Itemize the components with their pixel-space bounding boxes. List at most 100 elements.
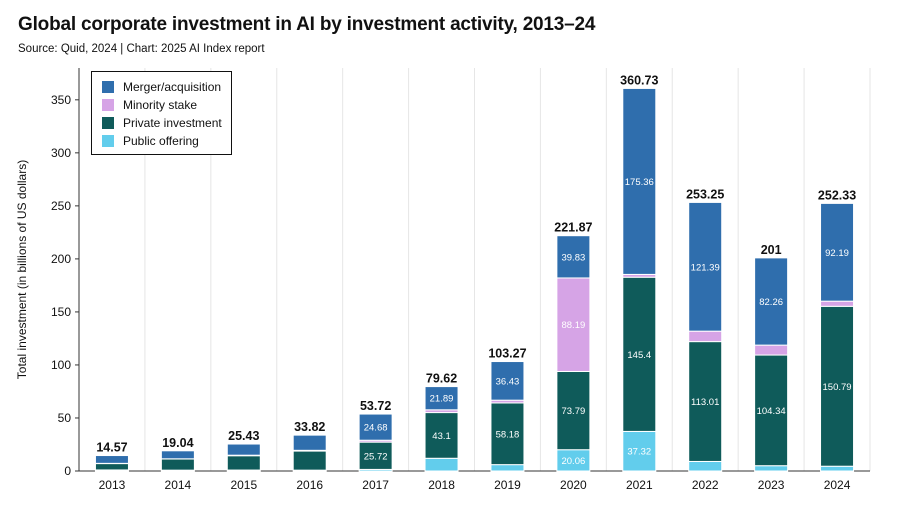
- bar-total-label-2020: 221.87: [554, 221, 592, 235]
- x-tick-label-2014: 2014: [165, 478, 192, 492]
- bar-segment-merger-acquisition-2019: [490, 361, 525, 401]
- segment-label-merger-acquisition-2018: 21.89: [430, 394, 454, 405]
- chart-title: Global corporate investment in AI by inv…: [18, 14, 596, 35]
- segment-label-merger-acquisition-2022: 121.39: [691, 262, 720, 273]
- bar-total-label-2018: 79.62: [426, 372, 457, 386]
- bar-segment-private-investment-2020: [556, 370, 591, 451]
- bar-segment-public-offering-2023: [754, 465, 789, 472]
- legend-swatch-public-offering: [102, 135, 114, 147]
- bar-total-label-2014: 19.04: [162, 436, 193, 450]
- segment-label-private-investment-2024: 150.79: [823, 382, 852, 393]
- segment-label-merger-acquisition-2023: 82.26: [759, 297, 783, 308]
- bar-total-label-2021: 360.73: [620, 73, 658, 87]
- x-tick-label-2015: 2015: [230, 478, 257, 492]
- bar-total-label-2016: 33.82: [294, 420, 325, 434]
- x-tick-label-2016: 2016: [296, 478, 323, 492]
- bar-segment-merger-acquisition-2015: [226, 443, 261, 456]
- legend-label-private-investment: Private investment: [123, 116, 222, 130]
- segment-label-private-investment-2017: 25.72: [364, 451, 388, 462]
- y-tick-label: 300: [51, 146, 71, 160]
- bar-segment-private-investment-2013: [94, 463, 129, 471]
- y-tick-label: 50: [58, 411, 72, 425]
- legend-swatch-private-investment: [102, 117, 114, 129]
- legend-label-merger-acquisition: Merger/acquisition: [123, 80, 222, 94]
- bar-segment-merger-acquisition-2018: [424, 386, 459, 411]
- x-tick-label-2018: 2018: [428, 478, 455, 492]
- x-tick-label-2021: 2021: [626, 478, 653, 492]
- bar-segment-minority-stake-2023: [754, 344, 789, 356]
- bar-segment-merger-acquisition-2020: [556, 235, 591, 279]
- x-tick-label-2023: 2023: [758, 478, 785, 492]
- bar-segment-public-offering-2019: [490, 464, 525, 472]
- bar-segment-minority-stake-2024: [820, 300, 855, 307]
- bar-total-label-2017: 53.72: [360, 399, 391, 413]
- y-tick-label: 0: [64, 464, 71, 478]
- legend-item-private-investment: Private investment: [102, 114, 231, 132]
- bar-segment-minority-stake-2022: [688, 330, 723, 343]
- segment-label-private-investment-2022: 113.01: [691, 397, 719, 408]
- bar-segment-merger-acquisition-2014: [160, 450, 195, 460]
- legend-swatch-minority-stake: [102, 99, 114, 111]
- x-tick-label-2020: 2020: [560, 478, 587, 492]
- bar-segment-private-investment-2021: [622, 276, 657, 432]
- bar-segment-private-investment-2017: [358, 441, 393, 470]
- x-tick-label-2013: 2013: [99, 478, 126, 492]
- bar-segment-private-investment-2014: [160, 458, 195, 471]
- bar-segment-private-investment-2024: [820, 305, 855, 467]
- legend-label-public-offering: Public offering: [123, 134, 199, 148]
- bar-segment-private-investment-2018: [424, 412, 459, 459]
- segment-label-minority-stake-2020: 88.19: [561, 320, 585, 331]
- segment-label-merger-acquisition-2024: 92.19: [825, 248, 849, 259]
- bar-segment-private-investment-2015: [226, 455, 261, 471]
- bar-segment-merger-acquisition-2021: [622, 87, 657, 275]
- y-tick-label: 350: [51, 93, 71, 107]
- x-tick-label-2022: 2022: [692, 478, 719, 492]
- bar-segment-merger-acquisition-2022: [688, 201, 723, 332]
- bar-segment-private-investment-2023: [754, 354, 789, 467]
- segment-label-private-investment-2023: 104.34: [757, 406, 786, 417]
- bar-segment-private-investment-2022: [688, 341, 723, 462]
- y-tick-label: 150: [51, 305, 71, 319]
- segment-label-private-investment-2021: 145.4: [627, 350, 651, 361]
- segment-label-merger-acquisition-2017: 24.68: [364, 423, 388, 434]
- x-tick-label-2024: 2024: [824, 478, 851, 492]
- y-axis-label: Total investment (in billions of US doll…: [15, 160, 29, 379]
- bar-total-label-2013: 14.57: [96, 441, 127, 455]
- bar-segment-public-offering-2022: [688, 460, 723, 472]
- bar-total-label-2022: 253.25: [686, 187, 724, 201]
- bar-segment-public-offering-2018: [424, 457, 459, 472]
- segment-label-merger-acquisition-2019: 36.43: [496, 376, 520, 387]
- segment-label-private-investment-2018: 43.1: [432, 431, 451, 442]
- legend-item-public-offering: Public offering: [102, 132, 231, 150]
- bar-segment-merger-acquisition-2024: [820, 202, 855, 302]
- y-tick-label: 100: [51, 358, 71, 372]
- y-tick-label: 250: [51, 199, 71, 213]
- bar-segment-private-investment-2016: [292, 450, 327, 471]
- legend-item-merger-acquisition: Merger/acquisition: [102, 78, 231, 96]
- bar-total-label-2023: 201: [761, 243, 782, 257]
- segment-label-public-offering-2021: 37.32: [627, 447, 651, 458]
- segment-label-private-investment-2020: 73.79: [561, 406, 585, 417]
- x-tick-label-2017: 2017: [362, 478, 389, 492]
- legend-swatch-merger-acquisition: [102, 81, 114, 93]
- y-tick-label: 200: [51, 252, 71, 266]
- chart-legend: Merger/acquisition Minority stake Privat…: [91, 71, 232, 155]
- segment-label-merger-acquisition-2021: 175.36: [625, 177, 654, 188]
- bar-segment-merger-acquisition-2013: [94, 455, 129, 464]
- bar-segment-minority-stake-2020: [556, 277, 591, 372]
- bar-total-label-2015: 25.43: [228, 429, 259, 443]
- bar-total-label-2024: 252.33: [818, 188, 856, 202]
- bar-segment-merger-acquisition-2016: [292, 434, 327, 451]
- legend-item-minority-stake: Minority stake: [102, 96, 231, 114]
- legend-label-minority-stake: Minority stake: [123, 98, 198, 112]
- bar-segment-merger-acquisition-2017: [358, 413, 393, 441]
- segment-label-private-investment-2019: 58.18: [496, 429, 520, 440]
- chart-subtitle: Source: Quid, 2024 | Chart: 2025 AI Inde…: [18, 43, 265, 55]
- bar-segment-private-investment-2019: [490, 402, 525, 466]
- segment-label-merger-acquisition-2020: 39.83: [561, 252, 585, 263]
- bar-segment-merger-acquisition-2023: [754, 257, 789, 346]
- bar-segment-public-offering-2024: [820, 465, 855, 472]
- bar-total-label-2019: 103.27: [488, 347, 526, 361]
- segment-label-public-offering-2020: 20.06: [561, 456, 585, 467]
